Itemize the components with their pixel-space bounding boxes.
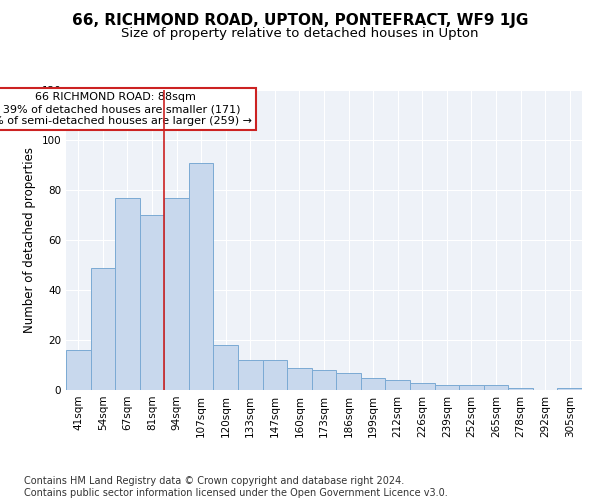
Bar: [287, 368, 312, 390]
Bar: [385, 380, 410, 390]
Bar: [66, 350, 91, 390]
Bar: [459, 385, 484, 390]
Bar: [434, 385, 459, 390]
Bar: [361, 378, 385, 390]
Bar: [557, 388, 582, 390]
Bar: [164, 198, 189, 390]
Bar: [336, 372, 361, 390]
Text: 66, RICHMOND ROAD, UPTON, PONTEFRACT, WF9 1JG: 66, RICHMOND ROAD, UPTON, PONTEFRACT, WF…: [72, 12, 528, 28]
Bar: [91, 268, 115, 390]
Text: Contains HM Land Registry data © Crown copyright and database right 2024.
Contai: Contains HM Land Registry data © Crown c…: [24, 476, 448, 498]
Y-axis label: Number of detached properties: Number of detached properties: [23, 147, 36, 333]
Bar: [484, 385, 508, 390]
Bar: [238, 360, 263, 390]
Bar: [115, 198, 140, 390]
Text: Size of property relative to detached houses in Upton: Size of property relative to detached ho…: [121, 28, 479, 40]
Bar: [508, 388, 533, 390]
Bar: [140, 215, 164, 390]
Bar: [214, 345, 238, 390]
Bar: [410, 382, 434, 390]
Bar: [189, 162, 214, 390]
Bar: [312, 370, 336, 390]
Text: 66 RICHMOND ROAD: 88sqm
← 39% of detached houses are smaller (171)
59% of semi-d: 66 RICHMOND ROAD: 88sqm ← 39% of detache…: [0, 92, 251, 126]
Bar: [263, 360, 287, 390]
